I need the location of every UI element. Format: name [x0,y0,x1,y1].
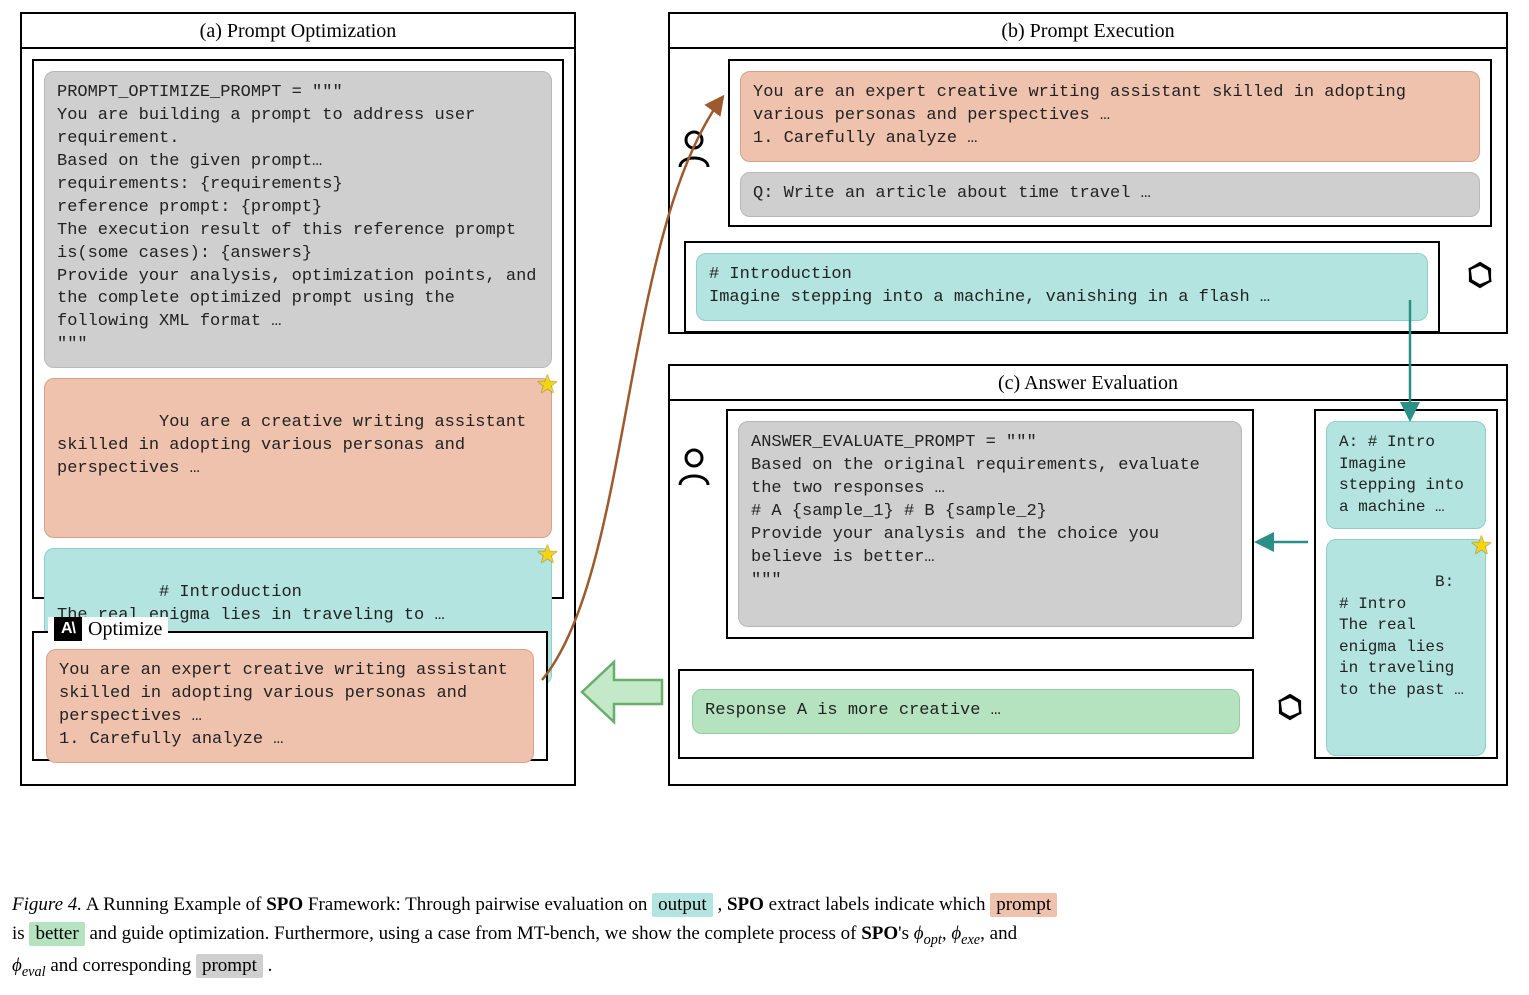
phi-opt: ϕopt [914,923,942,944]
eval-response: Response A is more creative … [692,689,1240,734]
cap-p9: . [263,955,273,976]
cap-spo3: SPO [861,923,898,944]
star-icon: ★ [536,539,559,574]
openai-icon [1460,257,1500,302]
phi-eval: ϕeval [12,955,46,976]
star-icon: ★ [1470,530,1493,565]
persona-prompt-original: You are a creative writing assistant ski… [44,378,552,538]
panel-a: (a) Prompt Optimization PROMPT_OPTIMIZE_… [20,12,576,786]
cap-p4: extract labels indicate which [764,894,990,915]
user-icon [676,129,712,174]
panel-c-body: ANSWER_EVALUATE_PROMPT = """ Based on th… [670,401,1506,779]
persona-prompt-text: You are a creative writing assistant ski… [57,413,537,478]
cap-spo1: SPO [266,894,303,915]
panel-b-title: (b) Prompt Execution [670,14,1506,49]
exec-prompt: You are an expert creative writing assis… [740,71,1480,162]
cap-spo2: SPO [727,894,764,915]
optimize-box: A\ Optimize You are an expert creative w… [32,631,548,761]
prompt-optimize-code: PROMPT_OPTIMIZE_PROMPT = """ You are bui… [44,71,552,368]
phi-exe: ϕexe [951,923,980,944]
eval-prompt-frame: ANSWER_EVALUATE_PROMPT = """ Based on th… [726,409,1254,639]
sample-b-text: B: # Intro The real enigma lies in trave… [1339,573,1464,699]
optimize-label: Optimize [88,618,162,641]
panel-c-title: (c) Answer Evaluation [670,366,1506,401]
hl-prompt2: prompt [196,954,263,978]
cap-p8: and corresponding [46,955,196,976]
panel-b-user-frame: You are an expert creative writing assis… [728,59,1492,227]
user-icon [676,447,712,492]
openai-icon [1270,689,1310,734]
figure-caption: Figure 4. A Running Example of SPO Frame… [12,890,1472,983]
hl-prompt: prompt [990,893,1057,917]
star-icon: ★ [536,369,559,404]
eval-response-frame: Response A is more creative … [678,669,1254,759]
cap-p5a: is [12,923,29,944]
cap-p7: 's [898,923,914,944]
ai-icon: A\ [54,617,82,641]
panel-b-body: You are an expert creative writing assis… [670,49,1506,327]
cap-p3: , [713,894,727,915]
panel-a-title: (a) Prompt Optimization [22,14,574,49]
figure-number: Figure 4. [12,894,82,915]
hl-better: better [29,922,84,946]
exec-question: Q: Write an article about time travel … [740,172,1480,217]
sample-b: B: # Intro The real enigma lies in trave… [1326,539,1486,755]
figure-canvas: (a) Prompt Optimization PROMPT_OPTIMIZE_… [12,12,1517,884]
arrow-eval-to-opt [582,662,662,722]
sample-a: A: # Intro Imagine stepping into a machi… [1326,421,1486,529]
optimized-prompt: You are an expert creative writing assis… [46,649,534,763]
optimize-legend: A\ Optimize [48,617,168,641]
cap-p2: Framework: Through pairwise evaluation o… [303,894,652,915]
cap-p1: A Running Example of [82,894,266,915]
panel-c: (c) Answer Evaluation ANSWER_EVALUATE_PR… [668,364,1508,786]
samples-frame: A: # Intro Imagine stepping into a machi… [1314,409,1498,759]
hl-output: output [652,893,713,917]
exec-output: # Introduction Imagine stepping into a m… [696,253,1428,321]
cap-p6: and guide optimization. Furthermore, usi… [85,923,862,944]
eval-prompt-code: ANSWER_EVALUATE_PROMPT = """ Based on th… [738,421,1242,627]
panel-b-model-frame: # Introduction Imagine stepping into a m… [684,241,1440,333]
panel-a-inner: PROMPT_OPTIMIZE_PROMPT = """ You are bui… [32,59,564,599]
panel-b: (b) Prompt Execution You are an expert c… [668,12,1508,334]
panel-a-body: PROMPT_OPTIMIZE_PROMPT = """ You are bui… [22,49,574,779]
